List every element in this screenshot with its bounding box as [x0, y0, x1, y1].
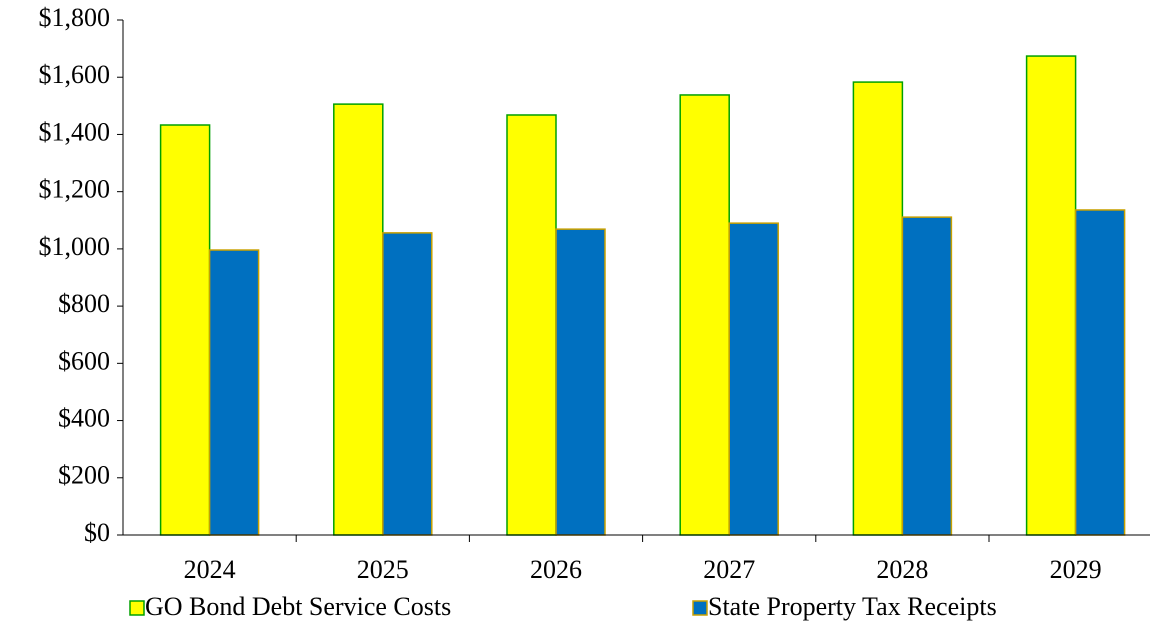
y-tick-label: $1,800	[39, 3, 111, 32]
bar	[382, 232, 433, 536]
bar	[555, 228, 606, 536]
x-tick-label: 2028	[876, 555, 928, 584]
x-tick-label: 2026	[530, 555, 582, 584]
legend-swatch	[129, 600, 145, 616]
y-tick-label: $1,400	[39, 117, 111, 146]
y-tick-label: $1,200	[39, 175, 111, 204]
bar	[1025, 55, 1077, 536]
y-tick-label: $600	[58, 346, 110, 375]
bar	[208, 249, 260, 536]
x-tick-label: 2029	[1050, 555, 1102, 584]
bar	[333, 103, 384, 536]
bar	[728, 222, 779, 536]
y-tick-label: $0	[84, 518, 110, 547]
x-tick-label: 2027	[703, 555, 755, 584]
bar	[901, 216, 953, 536]
x-tick-label: 2024	[184, 555, 236, 584]
y-tick-label: $1,600	[39, 60, 111, 89]
y-tick-label: $200	[58, 461, 110, 490]
y-tick-label: $400	[58, 404, 110, 433]
bar	[159, 124, 211, 536]
legend-swatch	[692, 600, 708, 616]
bar	[506, 114, 557, 536]
bar	[1074, 209, 1126, 536]
bar	[679, 94, 730, 536]
x-tick-label: 2025	[357, 555, 409, 584]
y-tick-label: $800	[58, 289, 110, 318]
y-tick-label: $1,000	[39, 232, 111, 261]
bar	[852, 81, 904, 536]
legend-label: GO Bond Debt Service Costs	[145, 592, 451, 621]
legend-label: State Property Tax Receipts	[708, 592, 997, 621]
